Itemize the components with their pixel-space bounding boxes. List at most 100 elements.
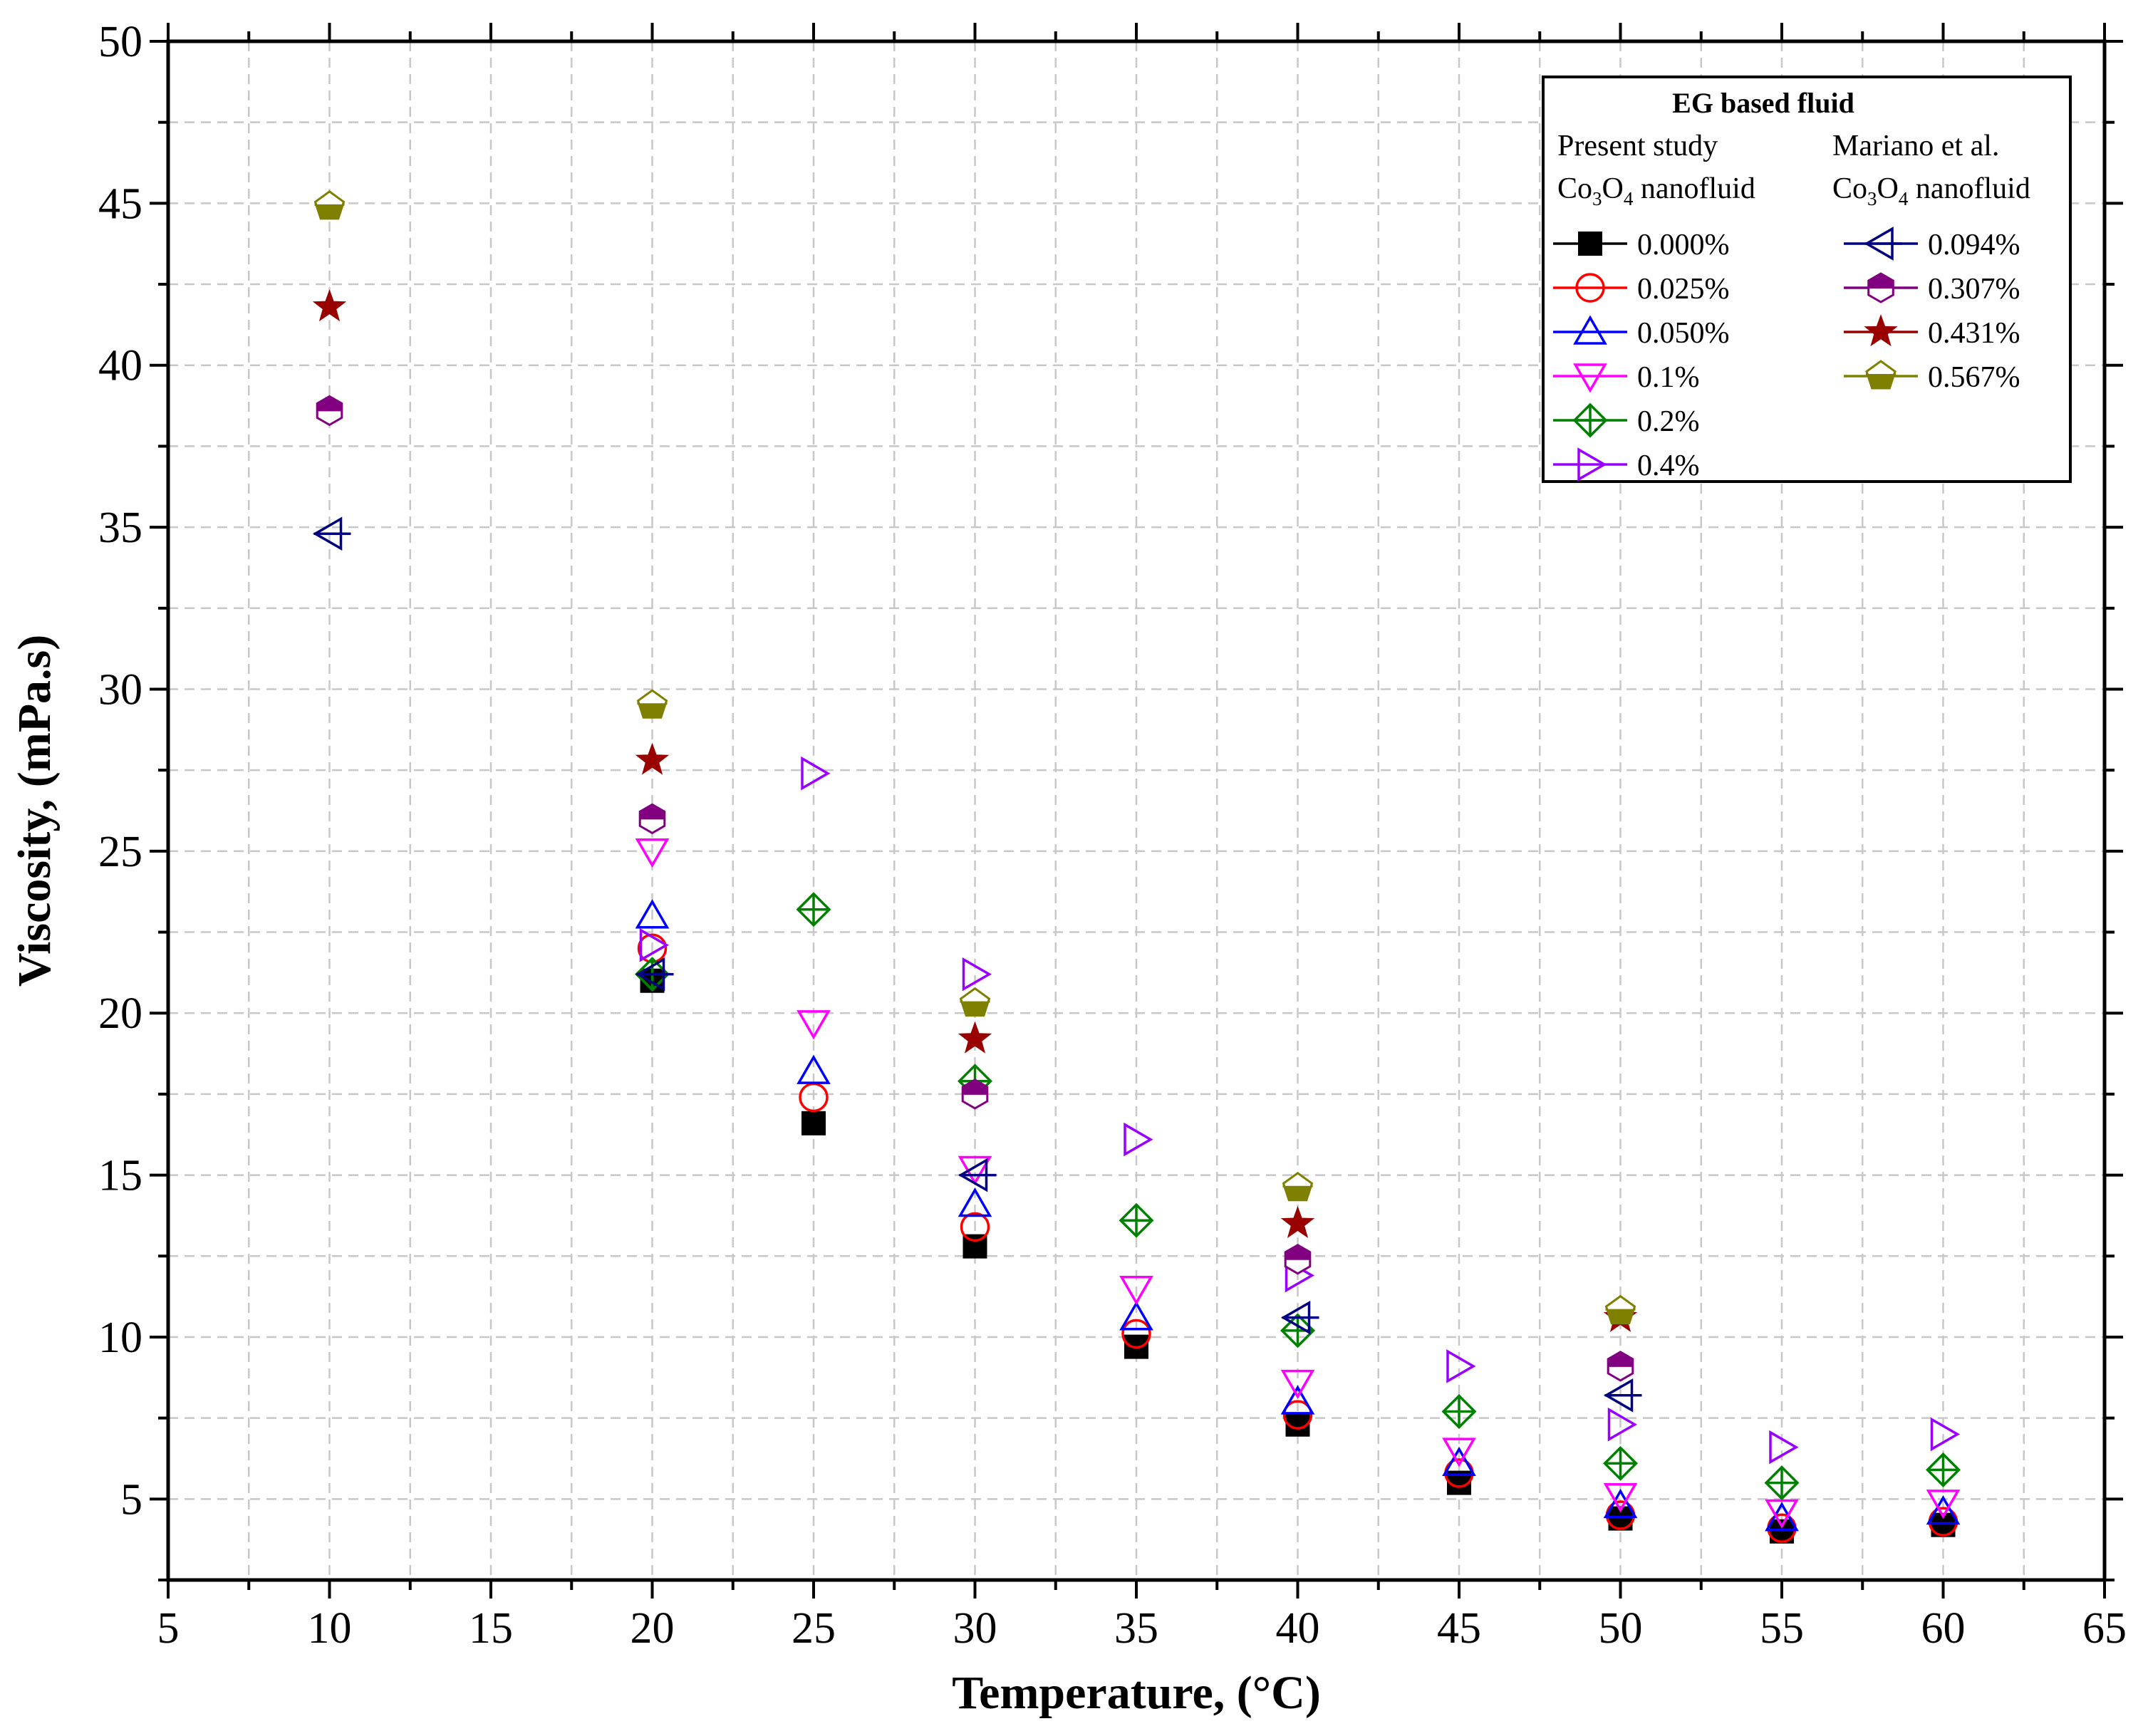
x-tick-label: 65 xyxy=(2082,1604,2127,1653)
legend-marker xyxy=(1572,402,1608,438)
legend-header-mariano: Mariano et al. xyxy=(1832,130,1999,162)
data-point xyxy=(961,1078,989,1110)
data-point xyxy=(1124,1334,1148,1359)
x-tick-label: 25 xyxy=(792,1604,836,1653)
legend-entries: 0.000% 0.025% 0.050% 0.1% 0.2% 0.4% 0.094% 0.30… xyxy=(1553,227,2020,482)
data-point xyxy=(801,756,831,791)
data-point xyxy=(1280,1300,1319,1335)
data-point xyxy=(959,987,991,1017)
legend-label: 0.307% xyxy=(1928,273,2020,306)
data-point xyxy=(1603,1483,1638,1513)
legend-marker xyxy=(1575,273,1605,303)
x-tick-label: 45 xyxy=(1437,1604,1481,1653)
data-point xyxy=(1446,1349,1476,1383)
legend-title: EG based fluid xyxy=(1672,87,1854,119)
series-0.025% xyxy=(637,933,1958,1543)
legend-item-0.431%: 0.431% xyxy=(1844,314,2020,350)
legend-item-0.094%: 0.094% xyxy=(1844,227,2020,261)
x-axis-title: Temperature, (°C) xyxy=(952,1667,1321,1719)
x-tick-label: 30 xyxy=(953,1604,997,1653)
data-point xyxy=(1769,1430,1799,1465)
data-point xyxy=(1603,1488,1638,1519)
data-point xyxy=(797,1054,831,1084)
legend-item-0.000%: 0.000% xyxy=(1553,229,1730,261)
data-point xyxy=(1442,1438,1476,1467)
x-tick-label: 40 xyxy=(1276,1604,1320,1653)
data-point xyxy=(1282,1400,1313,1430)
data-point xyxy=(1124,1122,1153,1157)
data-point xyxy=(1442,1446,1476,1477)
x-tick-label: 50 xyxy=(1599,1604,1643,1653)
legend-marker xyxy=(1864,314,1898,347)
data-point xyxy=(1284,1244,1312,1275)
series-0.094% xyxy=(313,516,1642,1413)
data-point xyxy=(958,1021,992,1054)
data-point xyxy=(1930,1417,1960,1452)
y-tick-label: 15 xyxy=(98,1152,142,1200)
data-point xyxy=(312,289,347,322)
legend-marker xyxy=(1573,315,1607,345)
legend-marker xyxy=(1864,227,1902,261)
legend-item-0.2%: 0.2% xyxy=(1553,402,1700,438)
x-tick-label: 10 xyxy=(308,1604,352,1653)
legend-marker xyxy=(1578,232,1602,256)
data-point xyxy=(1280,1205,1315,1238)
legend-item-0.307%: 0.307% xyxy=(1844,272,2020,306)
y-tick-label: 5 xyxy=(120,1475,142,1524)
legend-subheader-present: Co3O4 nanofluid xyxy=(1557,172,1755,209)
data-point xyxy=(635,957,674,992)
legend-item-0.4%: 0.4% xyxy=(1553,447,1700,482)
data-point xyxy=(1765,1502,1799,1532)
y-tick-label: 50 xyxy=(98,18,142,66)
legend-item-0.567%: 0.567% xyxy=(1844,360,2020,394)
legend-item-0.025%: 0.025% xyxy=(1553,273,1730,306)
series-0.1% xyxy=(635,838,1961,1529)
legend-label: 0.431% xyxy=(1928,317,2020,350)
data-point xyxy=(1926,1495,1961,1525)
data-point xyxy=(796,892,831,927)
series-0.567% xyxy=(313,190,1636,1325)
data-point xyxy=(1926,1490,1961,1519)
data-point xyxy=(958,1158,997,1192)
y-tick-label: 20 xyxy=(98,989,142,1038)
data-point xyxy=(639,927,669,962)
data-point xyxy=(1604,1294,1636,1325)
x-tick-label: 20 xyxy=(631,1604,675,1653)
data-point xyxy=(1282,1171,1314,1202)
series-0.050% xyxy=(635,899,1961,1532)
data-point xyxy=(1441,1394,1477,1429)
plot-frame xyxy=(166,39,2107,1582)
tick-labels: 5 10 15 20 25 30 35 40 45 50 55 60 65 5 10 15 20 25 30 35 40… xyxy=(98,18,2127,1653)
data-point xyxy=(1603,1445,1638,1481)
data-point xyxy=(1764,1465,1800,1501)
data-point xyxy=(1119,1301,1153,1331)
y-tick-label: 10 xyxy=(98,1314,142,1362)
legend: EG based fluid Present study Mariano et … xyxy=(1542,76,2072,483)
data-point xyxy=(1121,1319,1151,1349)
series-0.307% xyxy=(316,395,1634,1382)
data-point xyxy=(962,957,992,992)
data-point xyxy=(313,190,346,220)
y-axis-title: Viscosity, (mPa.s) xyxy=(9,635,61,987)
legend-label: 0.025% xyxy=(1637,273,1730,306)
data-point xyxy=(635,742,670,775)
y-tick-label: 30 xyxy=(98,665,142,714)
y-tick-label: 45 xyxy=(98,180,142,228)
data-point xyxy=(638,803,666,835)
data-point xyxy=(1280,1369,1315,1400)
legend-subheader-mariano: Co3O4 nanofluid xyxy=(1832,172,2030,209)
data-point xyxy=(1607,1351,1634,1382)
legend-label: 0.000% xyxy=(1637,229,1730,261)
legend-label: 0.094% xyxy=(1928,229,2020,261)
data-point xyxy=(960,1212,990,1242)
data-point xyxy=(316,395,343,427)
legend-label: 0.2% xyxy=(1637,405,1700,438)
legend-item-0.1%: 0.1% xyxy=(1553,361,1700,394)
data-point xyxy=(797,1010,831,1040)
legend-box xyxy=(1542,76,2072,483)
y-tick-label: 25 xyxy=(98,828,142,876)
x-tick-label: 5 xyxy=(157,1604,180,1653)
x-tick-label: 15 xyxy=(469,1604,513,1653)
legend-marker xyxy=(1867,272,1894,303)
